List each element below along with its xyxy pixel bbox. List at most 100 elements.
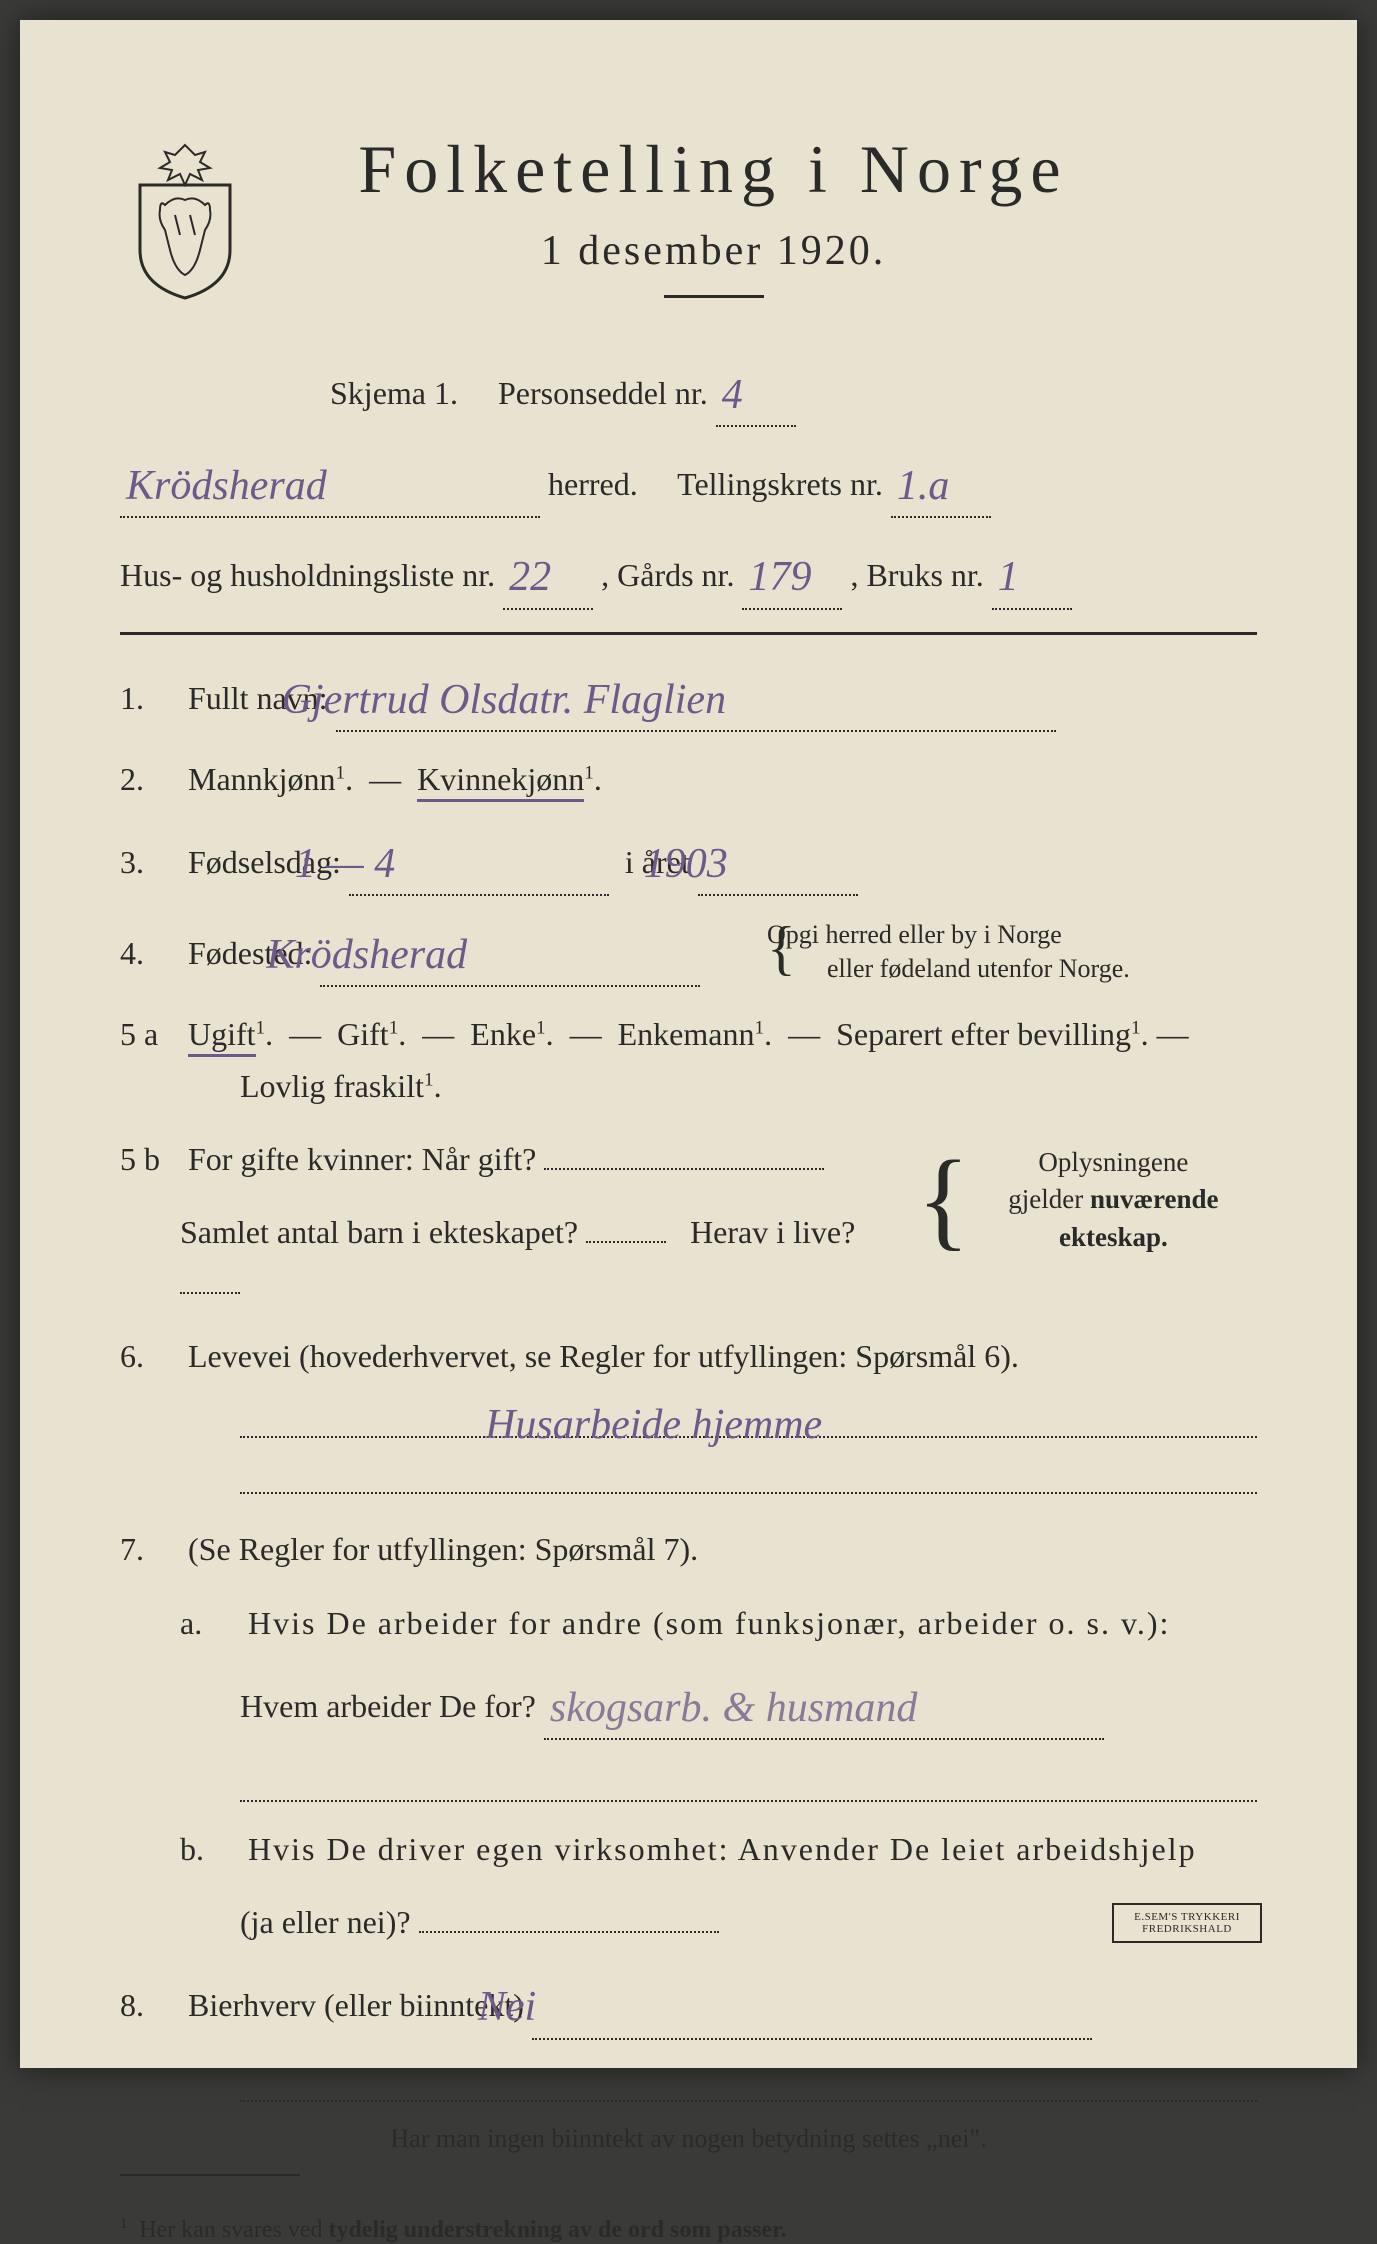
brace-large-icon: { [917, 1144, 970, 1254]
q5a-enkemann: Enkemann [618, 1016, 755, 1052]
q1-value-field: Gjertrud Olsdatr. Flaglien [336, 663, 1056, 732]
footnote-marker: 1 [120, 2216, 127, 2232]
q1-line: 1. Fullt navn: Gjertrud Olsdatr. Flaglie… [120, 663, 1257, 732]
q8-value-field: Nei [532, 1970, 1092, 2039]
header-block: Folketelling i Norge 1 desember 1920. [120, 130, 1257, 328]
q7b-letter: b. [180, 1824, 240, 1875]
q8-value: Nei [478, 1984, 536, 2030]
q5b-num: 5 b [120, 1134, 180, 1185]
norwegian-coat-of-arms-icon [120, 140, 250, 300]
hus-label: Hus- og husholdningsliste nr. [120, 557, 495, 593]
q6-line: 6. Levevei (hovederhvervet, se Regler fo… [120, 1331, 1257, 1494]
q3-num: 3. [120, 837, 180, 888]
bruks-value: 1 [998, 554, 1019, 600]
q4-note: { Opgi herred eller by i Norge eller fød… [827, 918, 1257, 986]
subtitle: 1 desember 1920. [290, 227, 1137, 275]
q6-label: Levevei (hovederhvervet, se Regler for u… [188, 1338, 1019, 1374]
q7a-letter: a. [180, 1598, 240, 1649]
tellingskrets-value: 1.a [897, 463, 950, 509]
q4-note-line2: eller fødeland utenfor Norge. [827, 954, 1130, 983]
q7a-line2: Hvem arbeider De for? skogsarb. & husman… [120, 1671, 1257, 1802]
q8-label: Bierhverv (eller biinntekt) [188, 1987, 524, 2023]
tellingskrets-value-field: 1.a [891, 449, 991, 518]
q3-day-value: 1 — 4 [295, 841, 395, 887]
q7a-line1: a. Hvis De arbeider for andre (som funks… [120, 1598, 1257, 1649]
q5b-line2: Samlet antal barn i ekteskapet? Herav i … [120, 1207, 897, 1309]
personseddel-value-field: 4 [716, 358, 796, 427]
q1-value: Gjertrud Olsdatr. Flaglien [282, 677, 727, 723]
title-block: Folketelling i Norge 1 desember 1920. [290, 130, 1257, 328]
q4-value-field: Krödsherad [320, 918, 700, 987]
q5b-naar-field [544, 1168, 824, 1170]
herred-line: Krödsherad herred. Tellingskrets nr. 1.a [120, 449, 1257, 518]
q5b-note-l1: Oplysningene [1038, 1147, 1188, 1177]
q3-year-value: 1903 [644, 841, 728, 887]
section-divider [120, 632, 1257, 635]
q7b-line2: (ja eller nei)? [120, 1897, 1257, 1948]
q7a-label1: Hvis De arbeider for andre (som funksjon… [248, 1605, 1170, 1641]
q8-num: 8. [120, 1980, 180, 2031]
q7-line: 7. (Se Regler for utfyllingen: Spørsmål … [120, 1524, 1257, 1575]
bruks-value-field: 1 [992, 540, 1072, 609]
q5b-barn-field [586, 1241, 666, 1243]
gards-value: 179 [748, 554, 811, 600]
q5a-separert: Separert efter bevilling [836, 1016, 1131, 1052]
footnote-text: Her kan svares ved tydelig understreknin… [139, 2217, 786, 2243]
q7b-value-field [419, 1931, 719, 1933]
q3-day-field: 1 — 4 [349, 827, 609, 896]
q5a-ugift: Ugift [188, 1016, 256, 1057]
skjema-line: Skjema 1. Personseddel nr. 4 [120, 358, 1257, 427]
q2-kvinne: Kvinnekjønn [417, 761, 584, 802]
herred-label: herred. [548, 466, 638, 502]
herred-value: Krödsherad [126, 463, 327, 509]
gards-label: , Gårds nr. [601, 557, 734, 593]
q7a-value-field-2 [240, 1752, 1257, 1802]
q5a-line: 5 a Ugift1. — Gift1. — Enke1. — Enkemann… [120, 1009, 1257, 1111]
q5b-naar-label: For gifte kvinner: Når gift? [188, 1141, 536, 1177]
q5b-right-note: { Oplysningene gjelder nuværende ekteska… [917, 1134, 1257, 1257]
gards-value-field: 179 [742, 540, 842, 609]
bruks-label: , Bruks nr. [850, 557, 983, 593]
q7b-label1: Hvis De driver egen virksomhet: Anvender… [248, 1831, 1197, 1867]
q6-num: 6. [120, 1331, 180, 1382]
q5b-note-l3: ekteskap. [1059, 1222, 1168, 1252]
q5a-enke: Enke [470, 1016, 536, 1052]
q5b-note-l2: gjelder nuværende [1008, 1184, 1218, 1214]
q7b-line1: b. Hvis De driver egen virksomhet: Anven… [120, 1824, 1257, 1875]
q4-num: 4. [120, 928, 180, 979]
title-divider [664, 295, 764, 298]
q5b-line1: 5 b For gifte kvinner: Når gift? [120, 1134, 897, 1185]
q7a-value: skogsarb. & husmand [550, 1685, 918, 1731]
q5b-ilive-label: Herav i live? [690, 1214, 855, 1250]
q5b-ilive-field [180, 1292, 240, 1294]
printer-stamp: E.SEM'S TRYKKERI FREDRIKSHALD [1112, 1903, 1262, 1943]
q7a-label2: Hvem arbeider De for? [240, 1688, 536, 1724]
q2-num: 2. [120, 754, 180, 805]
hus-value: 22 [509, 554, 551, 600]
q7b-label2: (ja eller nei)? [240, 1904, 411, 1940]
crest-svg [120, 140, 250, 300]
q5a-gift: Gift [337, 1016, 389, 1052]
q4-line: 4. Fødested: Krödsherad { Opgi herred el… [120, 918, 1257, 987]
q6-value-field-2 [240, 1444, 1257, 1494]
personseddel-value: 4 [722, 372, 743, 418]
hus-line: Hus- og husholdningsliste nr. 22 , Gårds… [120, 540, 1257, 609]
q4-left: 4. Fødested: Krödsherad [180, 918, 827, 987]
skjema-label: Skjema 1. [330, 375, 458, 411]
q2-kvinne-sup: 1 [584, 762, 594, 783]
q6-value: Husarbeide hjemme [545, 1392, 822, 1434]
q8-line: 8. Bierhverv (eller biinntekt) Nei [120, 1970, 1257, 2101]
q3-year-field: 1903 [698, 827, 858, 896]
q2-mann: Mannkjønn [188, 761, 336, 797]
q5b-barn-label: Samlet antal barn i ekteskapet? [180, 1214, 578, 1250]
q2-mann-sup: 1 [336, 762, 346, 783]
q6-value-field: Husarbeide hjemme [240, 1388, 1257, 1438]
bottom-note: Har man ingen biinntekt av nogen betydni… [120, 2124, 1257, 2154]
q1-num: 1. [120, 673, 180, 724]
herred-value-field: Krödsherad [120, 449, 540, 518]
hus-value-field: 22 [503, 540, 593, 609]
q5a-num: 5 a [120, 1009, 180, 1060]
q2-line: 2. Mannkjønn1. — Kvinnekjønn1. [120, 754, 1257, 805]
q7a-value-field: skogsarb. & husmand [544, 1671, 1104, 1740]
q3-line: 3. Fødselsdag: 1 — 4 i året 1903 [120, 827, 1257, 896]
